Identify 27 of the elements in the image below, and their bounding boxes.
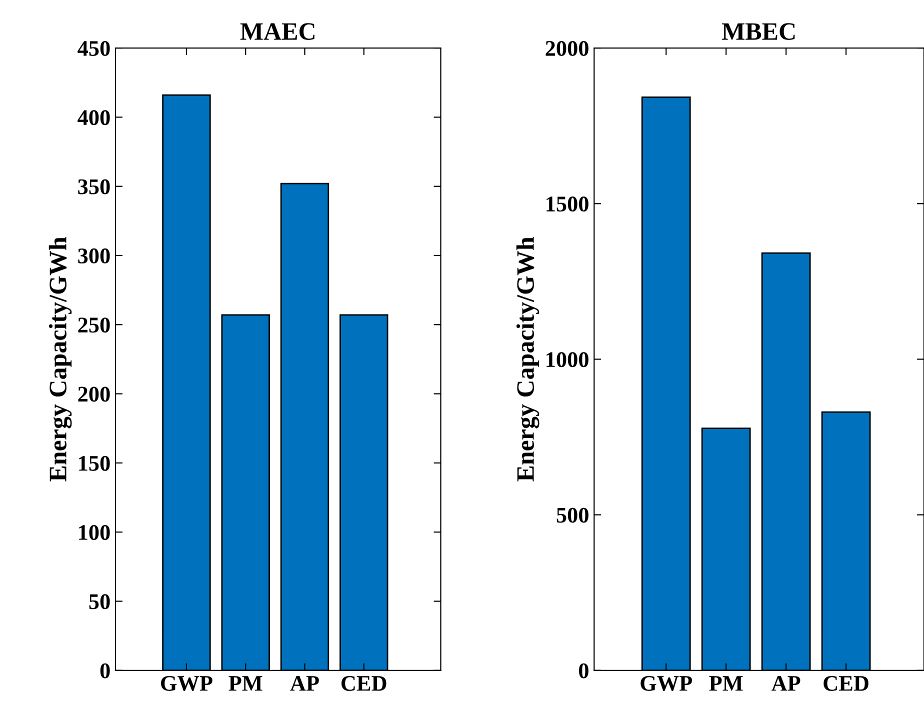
- y-axis-title: Energy Capacity/GWh: [516, 237, 540, 482]
- x-tick-label: PM: [228, 676, 262, 691]
- y-tick-label: 2000: [546, 40, 588, 56]
- y-tick-label: 450: [78, 40, 110, 56]
- y-tick-label: 300: [78, 248, 110, 264]
- y-tick-label: 100: [79, 525, 110, 540]
- x-tick-label: AP: [290, 676, 319, 691]
- y-tick-label: 400: [78, 110, 110, 126]
- y-tick-label: 1500: [546, 196, 588, 212]
- y-axis-title: Energy Capacity/GWh: [48, 237, 72, 482]
- y-tick-label: 350: [78, 179, 110, 194]
- y-tick-label: 200: [78, 386, 110, 402]
- x-tick-label: CED: [342, 676, 386, 691]
- y-tick-label: 250: [78, 318, 110, 333]
- y-tick-label: 50: [89, 594, 110, 610]
- x-tick-label: GWP: [640, 676, 692, 692]
- y-tick-label: 0: [579, 663, 588, 678]
- y-tick-label: 1000: [546, 352, 588, 368]
- x-tick-label: CED: [824, 676, 868, 691]
- y-tick-label: 0: [100, 663, 110, 678]
- x-tick-label: AP: [771, 676, 800, 691]
- x-tick-label: GWP: [161, 676, 212, 692]
- y-tick-label: 500: [556, 508, 588, 523]
- y-tick-label: 150: [79, 456, 110, 471]
- chart-title: MAEC: [240, 23, 314, 40]
- chart-title: MBEC: [722, 23, 795, 40]
- x-tick-label: PM: [709, 676, 743, 691]
